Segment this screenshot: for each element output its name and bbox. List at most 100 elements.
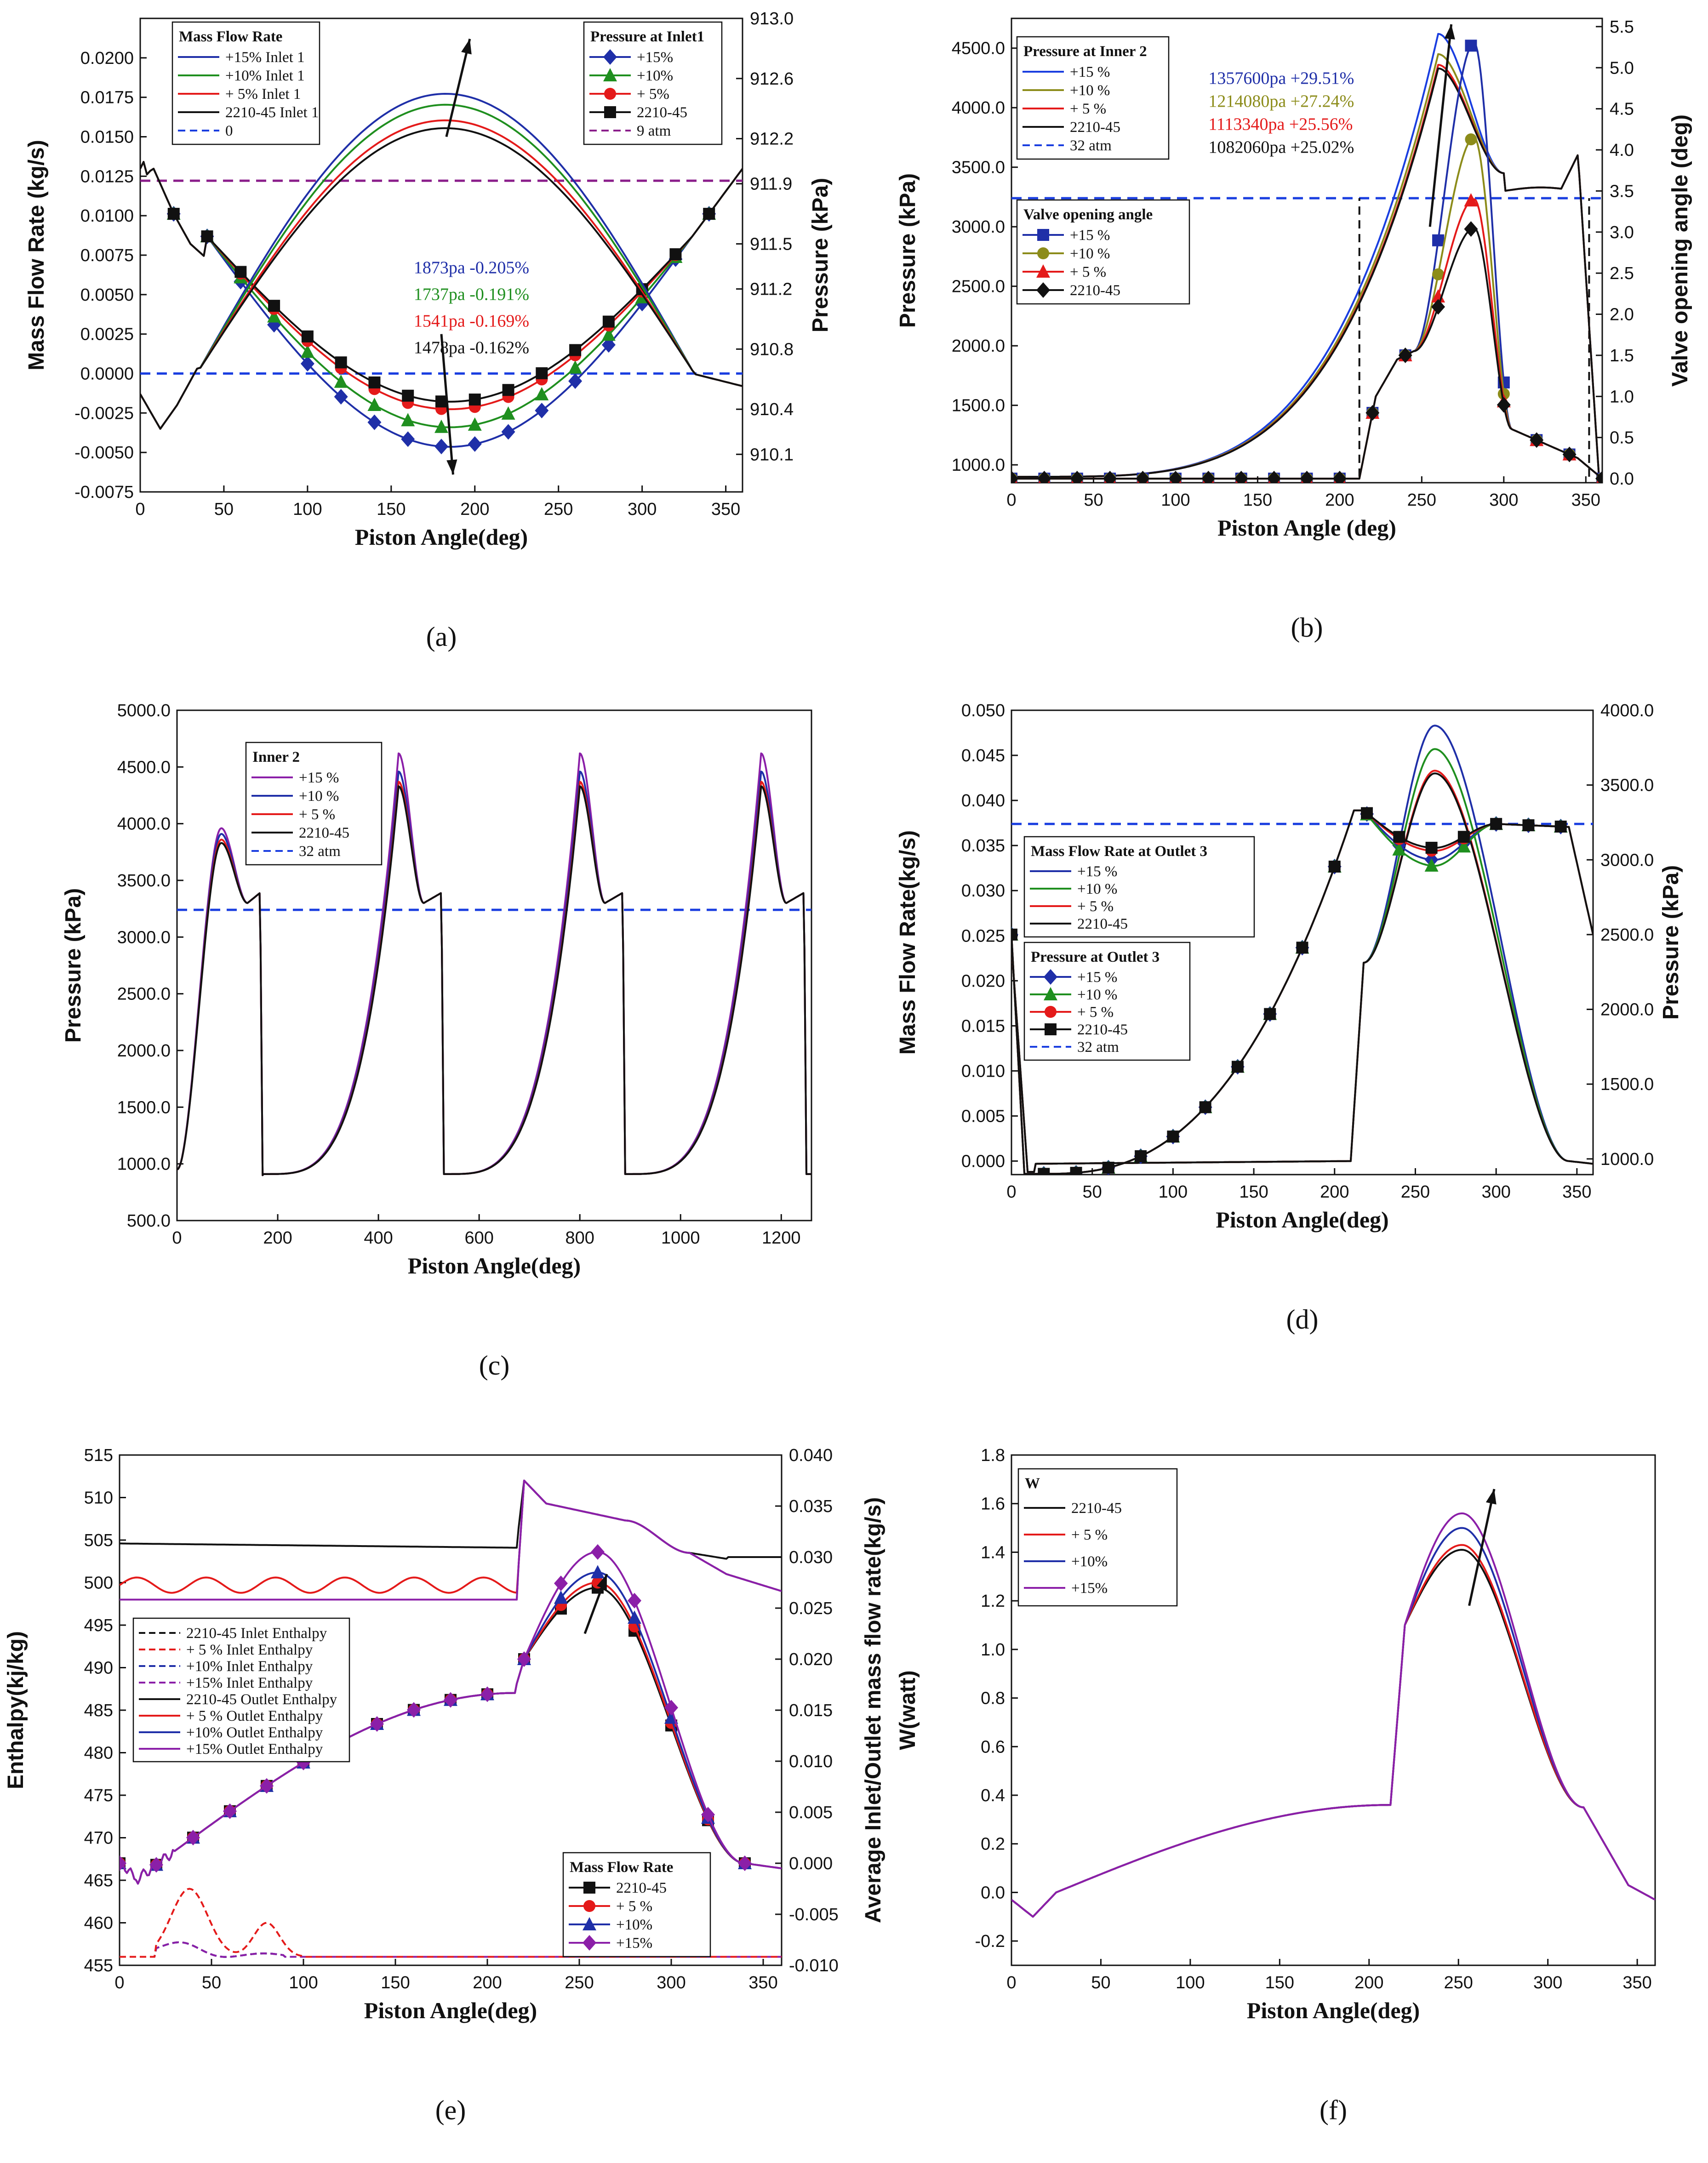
y2-axis-label: Pressure (kPa) — [1659, 865, 1683, 1020]
pressure-marker — [535, 387, 549, 400]
y-tick-label: 0.8 — [981, 1689, 1005, 1708]
x-tick-label: 0 — [172, 1228, 182, 1248]
y-tick-label: 2500.0 — [117, 985, 171, 1004]
y-tick-label: 0.0075 — [80, 246, 134, 265]
legend-label: 2210-45 — [299, 825, 349, 841]
plot-area — [140, 93, 743, 455]
y-axis-label: Pressure (kPa) — [61, 888, 86, 1043]
y-tick-label: 495 — [84, 1616, 113, 1635]
y-tick-label: 505 — [84, 1531, 113, 1550]
mass-flow-line-+15% — [140, 93, 743, 430]
x-axis-label: Piston Angle (deg) — [1217, 515, 1396, 541]
y-tick-label: 510 — [84, 1489, 113, 1508]
pressure-marker — [501, 406, 515, 420]
pressure-marker — [535, 403, 549, 419]
legend-title: Pressure at Inner 2 — [1023, 43, 1147, 60]
x-tick-label: 350 — [748, 1973, 777, 1992]
x-tick-label: 400 — [364, 1228, 393, 1248]
y-tick-label: 3500.0 — [117, 871, 171, 890]
pressure-marker — [1038, 1168, 1050, 1175]
pressure-marker — [300, 344, 314, 358]
legend-label: 2210-45 Outlet Enthalpy — [186, 1691, 337, 1708]
y2-tick-label: 0.5 — [1610, 428, 1634, 448]
legend-label: +10 % — [299, 788, 339, 805]
trend-arrow-up — [445, 39, 471, 137]
x-tick-label: 250 — [544, 500, 573, 519]
legend-marker — [603, 68, 617, 81]
panel-caption: (e) — [435, 2095, 466, 2125]
y-axis-label: Mass Flow Rate(kg/s) — [896, 830, 920, 1055]
pressure-marker — [602, 315, 615, 328]
y2-tick-label: 911.5 — [750, 234, 792, 254]
y-tick-label: 0.4 — [981, 1786, 1005, 1805]
legend-title: Valve opening angle — [1023, 206, 1153, 223]
pressure-marker — [434, 419, 448, 433]
legend-box — [1016, 36, 1170, 160]
mass-flow-marker — [186, 1830, 200, 1846]
y2-tick-label: 1500.0 — [1600, 1075, 1654, 1094]
y2-tick-label: 911.9 — [750, 175, 792, 194]
y-tick-label: 3500.0 — [952, 158, 1005, 177]
pressure-marker — [1392, 842, 1406, 856]
pressure-marker — [703, 208, 715, 220]
pressure-marker — [1199, 1101, 1211, 1113]
x-tick-label: 50 — [1091, 1973, 1110, 1992]
legend-label: + 5 % Outlet Enthalpy — [186, 1708, 323, 1724]
mass-flow-marker — [120, 1855, 126, 1871]
pressure-marker — [1102, 1161, 1114, 1174]
y2-tick-label: 0.020 — [789, 1650, 833, 1669]
legend-label: + 5 % — [1070, 264, 1106, 280]
chart-b: 0 50 100 150 200 250 300 350 1000.0 1500.0 2000.0 2… — [896, 17, 1692, 643]
pressure-marker — [1231, 1061, 1244, 1073]
mass-flow-marker — [480, 1686, 494, 1702]
legend-title: Pressure at Inlet1 — [590, 29, 704, 45]
y-tick-label: 500.0 — [127, 1211, 171, 1231]
annotation-text: 1737pa -0.191% — [414, 285, 529, 304]
y2-tick-label: -0.005 — [789, 1905, 839, 1924]
legend-title: W — [1025, 1475, 1040, 1492]
y-tick-label: 465 — [84, 1871, 113, 1890]
legend-label: +10% Inlet Enthalpy — [186, 1658, 313, 1675]
y-tick-label: 500 — [84, 1574, 113, 1593]
legend-label: 2210-45 — [1070, 282, 1120, 299]
chart-e: 0 50 100 150 200 250 300 350 455 460 465 470 475 480 4… — [4, 1446, 885, 2125]
y-tick-label: 4500.0 — [952, 39, 1005, 58]
legend-marker — [1044, 987, 1057, 1000]
pressure-marker — [569, 344, 582, 356]
trend-arrow-up-head — [1444, 24, 1455, 40]
x-tick-label: 150 — [1239, 1182, 1268, 1202]
x-tick-label: 100 — [1176, 1973, 1205, 1992]
y2-tick-label: 1.5 — [1610, 346, 1634, 365]
y-tick-label: 0.0100 — [80, 206, 134, 226]
y-tick-label: 1000.0 — [952, 456, 1005, 475]
x-tick-label: 1200 — [762, 1228, 801, 1248]
y2-tick-label: 910.8 — [750, 340, 794, 359]
valve-marker — [1465, 133, 1477, 146]
legend-box — [245, 742, 383, 866]
legend-label: +15% — [637, 49, 673, 66]
legend-marker — [603, 49, 617, 65]
legend-box — [1023, 942, 1191, 1061]
power-line-+15% — [1011, 1512, 1655, 1918]
y-tick-label: 0.2 — [981, 1835, 1005, 1854]
mass-flow-line-+5% — [140, 119, 743, 430]
x-tick-label: 0 — [1006, 491, 1016, 510]
y-tick-label: 0.005 — [961, 1107, 1005, 1126]
legend-title: Mass Flow Rate — [179, 29, 282, 45]
legend-label: +10% Outlet Enthalpy — [186, 1724, 323, 1741]
legend-label: + 5 % — [1077, 898, 1114, 915]
x-tick-label: 300 — [1481, 1182, 1510, 1202]
pressure-marker — [1296, 942, 1308, 954]
pressure-marker — [502, 384, 514, 396]
pressure-marker — [334, 389, 348, 405]
panel-caption: (d) — [1286, 1304, 1319, 1335]
valve-marker — [1432, 234, 1445, 246]
legend-label: +15 % — [299, 770, 339, 786]
pressure-marker — [402, 389, 414, 402]
pressure-marker — [401, 431, 415, 447]
y-tick-label: 0.035 — [961, 836, 1005, 856]
valve-marker — [1267, 471, 1281, 483]
mass-flow-marker — [260, 1778, 274, 1794]
pressure-marker — [468, 394, 481, 406]
